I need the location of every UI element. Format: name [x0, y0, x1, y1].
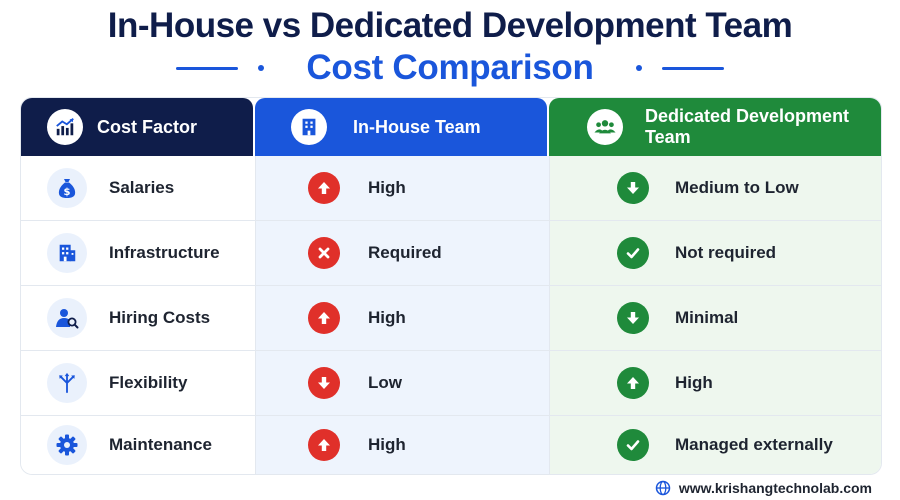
in-house-cell: Low: [255, 351, 549, 415]
dedicated-cell: Minimal: [549, 286, 881, 350]
header-label: Cost Factor: [97, 116, 198, 137]
arrow-up-icon: [308, 172, 340, 204]
arrow-down-icon: [617, 172, 649, 204]
header-dedicated: Dedicated Development Team: [549, 98, 881, 156]
globe-icon: [655, 480, 671, 496]
decorative-line-left: [176, 66, 239, 70]
row-divider: [21, 220, 881, 221]
table-row: Hiring Costs High Minimal: [21, 286, 881, 350]
website-url[interactable]: www.krishangtechnolab.com: [678, 480, 872, 496]
cross-icon: [308, 237, 340, 269]
dedicated-cell: Managed externally: [549, 414, 881, 474]
arrow-up-icon: [617, 367, 649, 399]
dedicated-value: Not required: [675, 243, 777, 262]
check-icon: [617, 237, 649, 269]
factor-label: Salaries: [109, 178, 175, 197]
office-building-icon: [47, 233, 87, 273]
page-subtitle: Cost Comparison: [306, 48, 594, 87]
in-house-value: High: [368, 178, 406, 197]
decorative-dot-right: [635, 65, 642, 71]
chart-growth-icon: [47, 109, 83, 145]
gear-icon: [47, 425, 87, 465]
factor-cell: Hiring Costs: [21, 286, 255, 350]
page-title: In-House vs Dedicated Development Team: [107, 6, 793, 45]
in-house-value: High: [368, 308, 406, 327]
footer-website[interactable]: www.krishangtechnolab.com: [655, 478, 872, 498]
arrow-up-icon: [308, 429, 340, 461]
dedicated-value: Minimal: [675, 308, 739, 327]
factor-label: Hiring Costs: [109, 308, 211, 327]
arrow-up-icon: [308, 302, 340, 334]
row-divider: [21, 285, 881, 286]
in-house-cell: High: [255, 286, 549, 350]
column-background-dedicated: [549, 156, 881, 474]
in-house-cell: High: [255, 156, 549, 220]
decorative-line-right: [661, 66, 724, 70]
factor-cell: Flexibility: [21, 351, 255, 415]
in-house-value: High: [368, 435, 406, 454]
arrow-down-icon: [617, 302, 649, 334]
dedicated-cell: Not required: [549, 221, 881, 285]
factor-cell: Maintenance: [21, 414, 255, 474]
page-subtitle-row: Cost Comparison: [0, 46, 900, 90]
row-divider: [21, 415, 881, 416]
comparison-table: Cost Factor In-House Team: [20, 97, 882, 475]
dedicated-value: Medium to Low: [675, 178, 799, 197]
table-row: $ Salaries High Medium to Low: [21, 156, 881, 220]
money-bag-icon: $: [47, 168, 87, 208]
dedicated-value: Managed externally: [675, 435, 833, 454]
column-background-in-house: [255, 156, 549, 474]
factor-label: Maintenance: [109, 435, 212, 454]
header-in-house: In-House Team: [255, 98, 547, 156]
decorative-dot-left: [258, 65, 265, 71]
factor-label: Infrastructure: [109, 243, 220, 262]
factor-cell: Infrastructure: [21, 221, 255, 285]
header-cost-factor: Cost Factor: [21, 98, 253, 156]
dedicated-cell: High: [549, 351, 881, 415]
user-search-icon: [47, 298, 87, 338]
in-house-cell: High: [255, 414, 549, 474]
table-row: Flexibility Low High: [21, 351, 881, 415]
in-house-value: Required: [368, 243, 442, 262]
header-label: Dedicated Development Team: [645, 106, 850, 147]
check-icon: [617, 429, 649, 461]
dedicated-cell: Medium to Low: [549, 156, 881, 220]
factor-label: Flexibility: [109, 373, 188, 392]
svg-text:$: $: [64, 187, 71, 198]
header-label: In-House Team: [353, 116, 481, 137]
factor-cell: $ Salaries: [21, 156, 255, 220]
arrows-split-icon: [47, 363, 87, 403]
dedicated-value: High: [675, 373, 713, 392]
column-divider: [549, 156, 550, 474]
row-divider: [21, 350, 881, 351]
building-icon: [291, 109, 327, 145]
in-house-cell: Required: [255, 221, 549, 285]
in-house-value: Low: [368, 373, 402, 392]
arrow-down-icon: [308, 367, 340, 399]
table-row: Maintenance High Managed externally: [21, 414, 881, 474]
column-divider: [255, 156, 256, 474]
table-row: Infrastructure Required Not required: [21, 221, 881, 285]
team-icon: [587, 109, 623, 145]
